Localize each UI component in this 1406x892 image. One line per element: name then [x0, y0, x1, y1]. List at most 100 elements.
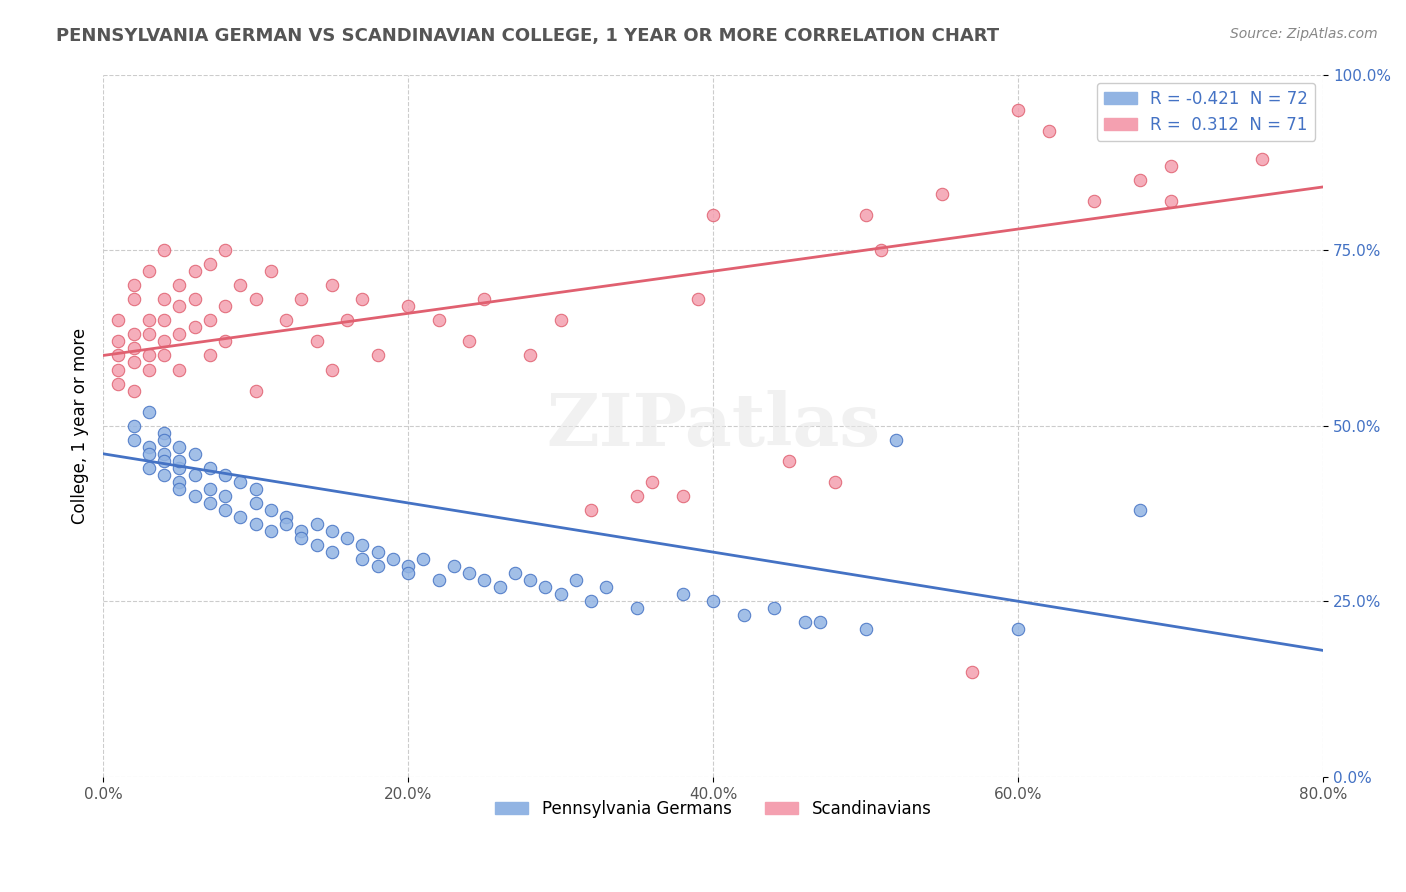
Point — [153, 348, 176, 362]
Point — [1129, 503, 1152, 517]
Point — [153, 454, 176, 468]
Point — [183, 489, 205, 503]
Point — [138, 440, 160, 454]
Point — [336, 313, 359, 327]
Point — [1038, 124, 1060, 138]
Text: Source: ZipAtlas.com: Source: ZipAtlas.com — [1230, 27, 1378, 41]
Point — [183, 293, 205, 307]
Point — [458, 566, 481, 581]
Point — [122, 278, 145, 293]
Point — [519, 573, 541, 587]
Point — [245, 496, 267, 510]
Point — [260, 264, 283, 278]
Point — [169, 362, 191, 376]
Point — [153, 467, 176, 482]
Point — [579, 594, 602, 608]
Point — [702, 594, 724, 608]
Point — [793, 615, 815, 630]
Point — [260, 524, 283, 538]
Point — [321, 524, 343, 538]
Point — [579, 503, 602, 517]
Point — [198, 313, 221, 327]
Point — [122, 418, 145, 433]
Point — [138, 404, 160, 418]
Point — [427, 573, 450, 587]
Point — [290, 524, 312, 538]
Point — [367, 348, 389, 362]
Point — [198, 482, 221, 496]
Point — [153, 313, 176, 327]
Point — [138, 327, 160, 342]
Point — [474, 573, 496, 587]
Point — [107, 313, 129, 327]
Point — [198, 257, 221, 271]
Point — [122, 433, 145, 447]
Point — [214, 243, 236, 257]
Point — [245, 516, 267, 531]
Point — [336, 531, 359, 545]
Point — [107, 334, 129, 349]
Point — [778, 454, 800, 468]
Point — [107, 376, 129, 391]
Point — [1007, 103, 1029, 117]
Point — [153, 243, 176, 257]
Point — [686, 293, 709, 307]
Point — [229, 510, 252, 524]
Point — [169, 454, 191, 468]
Point — [702, 208, 724, 222]
Point — [260, 503, 283, 517]
Point — [245, 482, 267, 496]
Point — [1083, 194, 1105, 208]
Point — [122, 293, 145, 307]
Point — [321, 278, 343, 293]
Point — [352, 293, 374, 307]
Point — [474, 293, 496, 307]
Point — [565, 573, 588, 587]
Point — [443, 559, 465, 574]
Point — [183, 264, 205, 278]
Point — [138, 264, 160, 278]
Point — [214, 299, 236, 313]
Point — [138, 362, 160, 376]
Point — [276, 516, 298, 531]
Point — [107, 362, 129, 376]
Point — [672, 489, 695, 503]
Point — [352, 552, 374, 566]
Point — [214, 503, 236, 517]
Point — [214, 467, 236, 482]
Point — [412, 552, 434, 566]
Point — [962, 665, 984, 679]
Point — [503, 566, 526, 581]
Point — [534, 580, 557, 594]
Point — [367, 559, 389, 574]
Point — [1251, 152, 1274, 166]
Point — [458, 334, 481, 349]
Point — [1129, 173, 1152, 187]
Point — [855, 623, 877, 637]
Point — [672, 587, 695, 601]
Point — [352, 538, 374, 552]
Point — [1007, 623, 1029, 637]
Point — [321, 545, 343, 559]
Point — [488, 580, 510, 594]
Point — [183, 447, 205, 461]
Point — [733, 608, 755, 623]
Point — [290, 293, 312, 307]
Point — [595, 580, 617, 594]
Point — [214, 334, 236, 349]
Point — [763, 601, 786, 615]
Point — [169, 327, 191, 342]
Point — [396, 559, 419, 574]
Text: PENNSYLVANIA GERMAN VS SCANDINAVIAN COLLEGE, 1 YEAR OR MORE CORRELATION CHART: PENNSYLVANIA GERMAN VS SCANDINAVIAN COLL… — [56, 27, 1000, 45]
Point — [276, 510, 298, 524]
Point — [808, 615, 831, 630]
Point — [214, 489, 236, 503]
Point — [153, 293, 176, 307]
Point — [169, 475, 191, 489]
Point — [855, 208, 877, 222]
Point — [550, 587, 572, 601]
Point — [884, 433, 907, 447]
Point — [138, 460, 160, 475]
Point — [870, 243, 893, 257]
Point — [305, 516, 328, 531]
